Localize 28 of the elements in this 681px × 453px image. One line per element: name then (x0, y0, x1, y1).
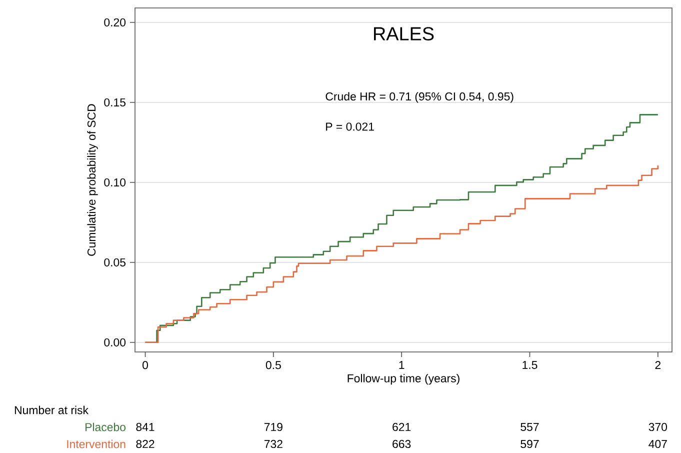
text: 841 (136, 422, 154, 432)
x-tick-label: 1.5 (522, 361, 538, 369)
y-axis-title: Cumulative probability of SCD (87, 104, 98, 256)
text: 822 (136, 440, 154, 448)
x-tick-label: 2 (655, 361, 661, 369)
text: 370 (648, 422, 668, 432)
text: 597 (520, 440, 539, 448)
text: 719 (264, 422, 282, 432)
x-tick-label: 0 (142, 361, 148, 370)
y-tick-label: 0.10 (104, 178, 126, 186)
text: RALES (374, 27, 434, 40)
text: Intervention (67, 440, 126, 448)
annotation: Crude HR = 0.71 (95% CI 0.54, 0.95) (326, 92, 514, 103)
text: Number at risk (14, 406, 89, 414)
y-tick-label: 0.15 (104, 98, 126, 106)
x-axis-title: Follow-up time (years) (348, 374, 460, 385)
x-tick-label: 0.5 (266, 361, 281, 370)
text: 621 (392, 422, 411, 432)
text: 557 (520, 422, 539, 431)
y-tick-label: 0.00 (104, 338, 126, 346)
text: 407 (648, 440, 667, 448)
text: Placebo (86, 422, 126, 432)
y-tick-label: 0.05 (104, 258, 126, 266)
annotation: P = 0.021 (326, 122, 374, 131)
text: 732 (264, 440, 282, 448)
x-tick-label: 1 (399, 361, 404, 369)
text: 663 (392, 440, 411, 448)
y-tick-label: 0.20 (104, 18, 126, 26)
